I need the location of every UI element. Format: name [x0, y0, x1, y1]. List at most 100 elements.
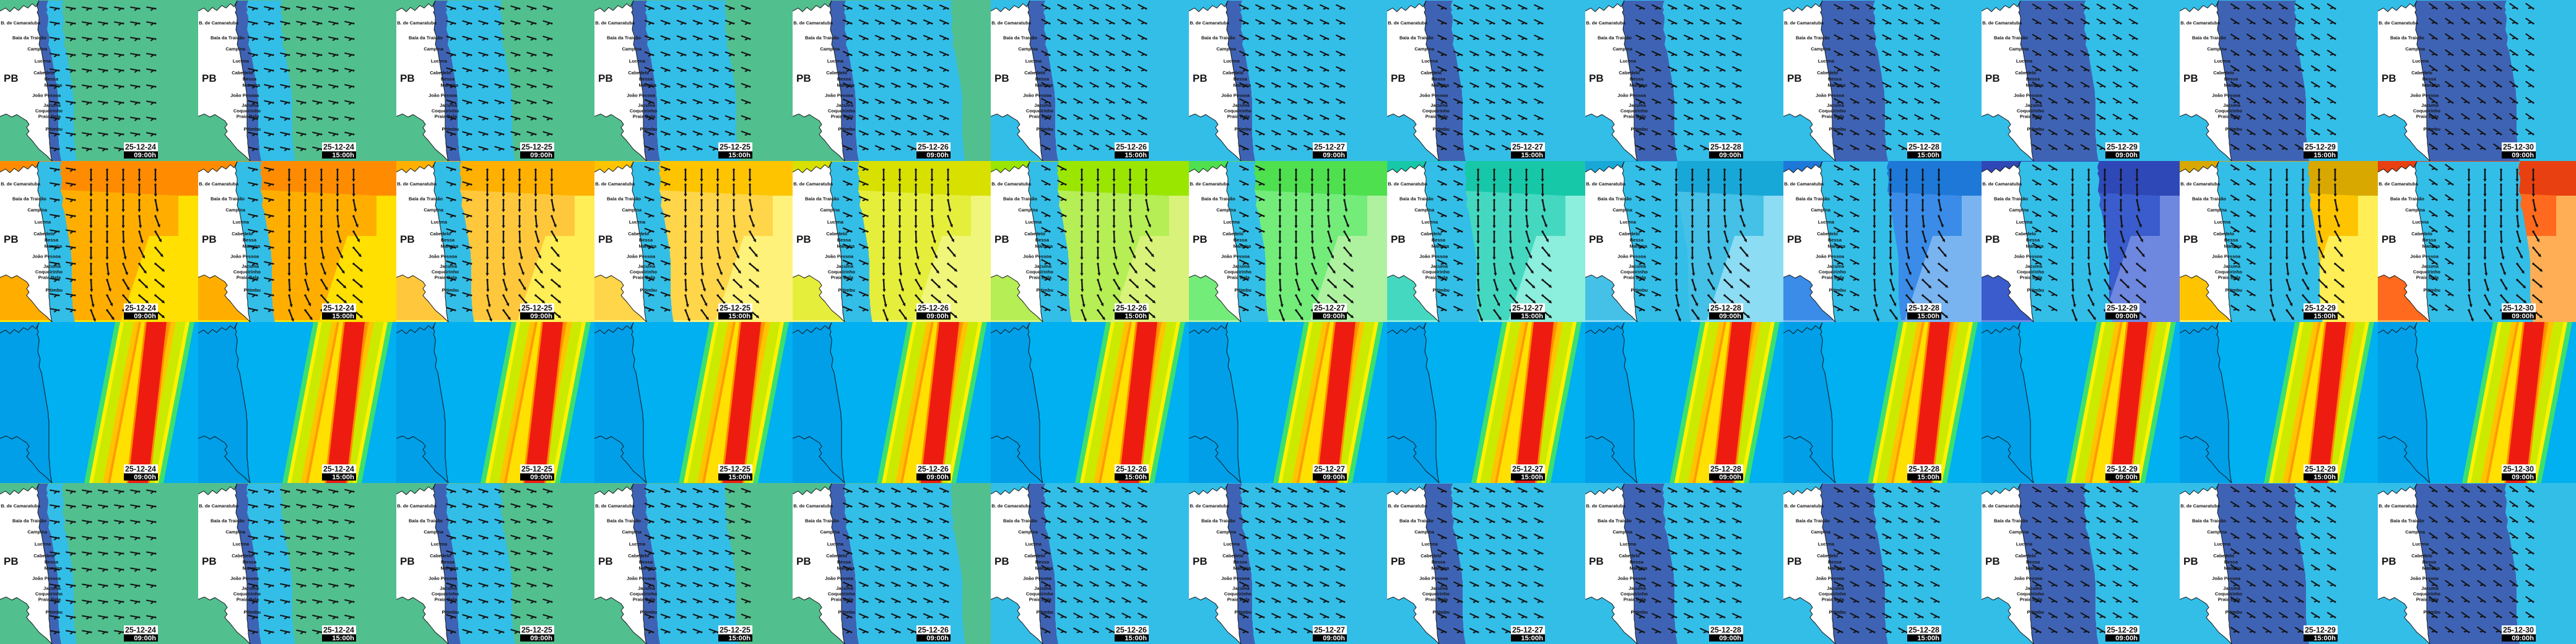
svg-text:Manaíra: Manaíra: [1828, 243, 1846, 249]
svg-text:Lucena: Lucena: [1025, 219, 1042, 225]
svg-text:Lucena: Lucena: [35, 58, 51, 64]
svg-text:Coqueirinho: Coqueirinho: [1819, 269, 1847, 275]
svg-text:Coqueirinho: Coqueirinho: [1422, 269, 1450, 275]
svg-text:Campina: Campina: [27, 46, 48, 52]
svg-text:Campina: Campina: [2207, 529, 2227, 535]
svg-text:Lucena: Lucena: [233, 541, 250, 547]
svg-text:PB: PB: [2183, 72, 2198, 84]
svg-text:Lucena: Lucena: [827, 58, 844, 64]
svg-text:João Pessoa: João Pessoa: [1617, 576, 1647, 581]
svg-text:Coqueirinho: Coqueirinho: [2215, 269, 2243, 275]
svg-text:B. de Camaratuba: B. de Camaratuba: [199, 181, 239, 187]
svg-text:B. de Camaratuba: B. de Camaratuba: [397, 181, 437, 187]
svg-text:Cabedelo: Cabedelo: [2015, 553, 2036, 559]
svg-text:15:00h: 15:00h: [1917, 635, 1939, 642]
svg-text:15:00h: 15:00h: [1521, 635, 1543, 642]
svg-text:Baía da Traição: Baía da Traição: [1796, 518, 1830, 523]
svg-text:Cabedelo: Cabedelo: [1024, 553, 1045, 559]
svg-text:Campina: Campina: [424, 46, 444, 52]
svg-text:Bessa: Bessa: [1035, 237, 1050, 243]
svg-text:B. de Camaratuba: B. de Camaratuba: [2180, 181, 2221, 187]
svg-text:Cabedelo: Cabedelo: [232, 231, 253, 237]
svg-text:João Pessoa: João Pessoa: [1816, 576, 1845, 581]
svg-text:25-12-29: 25-12-29: [2305, 142, 2336, 151]
svg-text:PB: PB: [202, 555, 217, 567]
svg-text:João Pessoa: João Pessoa: [230, 93, 259, 98]
svg-text:Baía da Traição: Baía da Traição: [12, 35, 46, 40]
svg-text:Coqueirinho: Coqueirinho: [432, 269, 459, 275]
svg-text:Cabedelo: Cabedelo: [2015, 231, 2036, 237]
svg-text:Bessa: Bessa: [243, 559, 257, 565]
svg-text:25-12-27: 25-12-27: [1314, 625, 1345, 634]
svg-text:Lucena: Lucena: [827, 219, 844, 225]
svg-text:Lucena: Lucena: [1620, 541, 1637, 547]
svg-text:25-12-28: 25-12-28: [1710, 625, 1741, 634]
svg-text:25-12-29: 25-12-29: [2305, 625, 2336, 634]
svg-text:Lucena: Lucena: [1620, 58, 1637, 64]
svg-text:PB: PB: [1985, 555, 2000, 567]
svg-text:Campina: Campina: [2207, 46, 2227, 52]
svg-text:Bessa: Bessa: [1630, 76, 1644, 82]
svg-text:25-12-26: 25-12-26: [1116, 625, 1147, 634]
svg-text:B. de Camaratuba: B. de Camaratuba: [1784, 20, 1824, 26]
svg-text:25-12-25: 25-12-25: [720, 303, 751, 312]
svg-text:Baía da Traição: Baía da Traição: [1399, 35, 1434, 40]
svg-text:Campina: Campina: [2009, 46, 2029, 52]
svg-text:Campina: Campina: [2207, 207, 2227, 213]
svg-text:Baía da Traição: Baía da Traição: [1201, 518, 1235, 523]
svg-text:Pitimbu: Pitimbu: [244, 609, 261, 615]
svg-text:Coqueirinho: Coqueirinho: [2413, 108, 2441, 114]
svg-text:Bessa: Bessa: [1234, 559, 1248, 565]
svg-text:Cabedelo: Cabedelo: [232, 553, 253, 559]
svg-text:09:00h: 09:00h: [926, 474, 949, 481]
svg-text:Campina: Campina: [424, 207, 444, 213]
svg-text:Manaíra: Manaíra: [1432, 565, 1450, 571]
svg-text:Bessa: Bessa: [1828, 76, 1842, 82]
svg-text:Campina: Campina: [27, 207, 48, 213]
svg-text:Baía da Traição: Baía da Traição: [1003, 35, 1037, 40]
svg-text:PB: PB: [1391, 72, 1406, 84]
svg-text:Lucena: Lucena: [2214, 541, 2231, 547]
svg-text:Cabedelo: Cabedelo: [1421, 553, 1442, 559]
svg-text:Cabedelo: Cabedelo: [2213, 231, 2234, 237]
svg-text:Campina: Campina: [225, 46, 246, 52]
svg-text:Coqueirinho: Coqueirinho: [1621, 591, 1648, 597]
svg-text:Cabedelo: Cabedelo: [628, 553, 649, 559]
svg-text:15:00h: 15:00h: [1917, 313, 1939, 320]
svg-text:Bessa: Bessa: [1828, 237, 1842, 243]
svg-text:PB: PB: [1589, 72, 1604, 84]
svg-text:B. de Camaratuba: B. de Camaratuba: [1, 503, 41, 509]
svg-text:João Pessoa: João Pessoa: [32, 93, 61, 98]
svg-text:25-12-27: 25-12-27: [1512, 303, 1543, 312]
svg-text:25-12-30: 25-12-30: [2503, 464, 2534, 473]
svg-text:Campina: Campina: [820, 46, 840, 52]
svg-text:Coqueirinho: Coqueirinho: [233, 269, 261, 275]
svg-text:Campina: Campina: [2405, 207, 2426, 213]
svg-text:Cabedelo: Cabedelo: [430, 231, 451, 237]
svg-text:João Pessoa: João Pessoa: [1221, 254, 1250, 259]
svg-text:09:00h: 09:00h: [134, 474, 156, 481]
svg-text:Lucena: Lucena: [629, 219, 646, 225]
svg-text:João Pessoa: João Pessoa: [32, 576, 61, 581]
svg-text:Pitimbu: Pitimbu: [46, 609, 63, 615]
svg-text:B. de Camaratuba: B. de Camaratuba: [1190, 503, 1230, 509]
svg-text:Pitimbu: Pitimbu: [640, 609, 658, 615]
svg-text:João Pessoa: João Pessoa: [2014, 93, 2043, 98]
svg-text:Coqueirinho: Coqueirinho: [828, 591, 856, 597]
svg-text:09:00h: 09:00h: [926, 152, 949, 159]
svg-text:B. de Camaratuba: B. de Camaratuba: [2378, 181, 2419, 187]
svg-text:Bessa: Bessa: [1234, 237, 1248, 243]
svg-text:25-12-30: 25-12-30: [2503, 142, 2534, 151]
svg-text:09:00h: 09:00h: [530, 474, 552, 481]
svg-text:PB: PB: [1391, 233, 1406, 245]
svg-text:Manaíra: Manaíra: [1630, 565, 1648, 571]
svg-text:Lucena: Lucena: [233, 219, 250, 225]
svg-text:Bessa: Bessa: [2224, 559, 2239, 565]
svg-text:25-12-28: 25-12-28: [1710, 303, 1741, 312]
svg-text:15:00h: 15:00h: [1125, 635, 1147, 642]
svg-text:Manaíra: Manaíra: [1432, 82, 1450, 88]
svg-text:João Pessoa: João Pessoa: [1617, 254, 1647, 259]
svg-text:Cabedelo: Cabedelo: [1421, 231, 1442, 237]
svg-text:João Pessoa: João Pessoa: [627, 254, 656, 259]
svg-text:Bessa: Bessa: [2026, 559, 2040, 565]
